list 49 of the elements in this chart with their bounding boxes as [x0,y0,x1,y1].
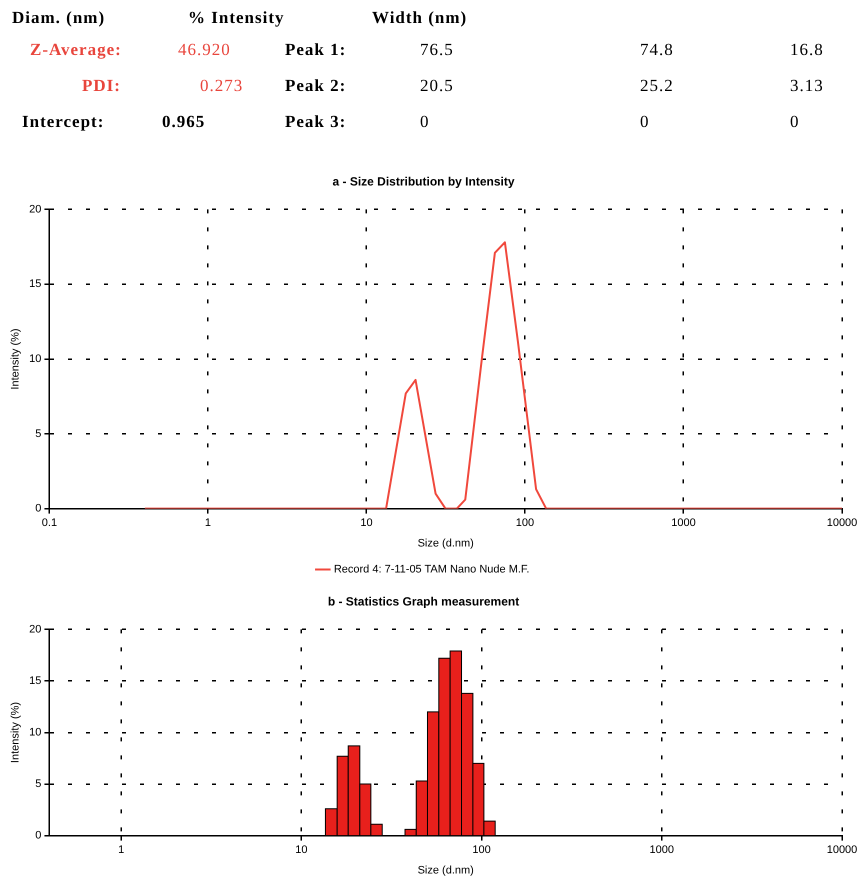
text: 25.2 [640,76,674,96]
y-tick-label: 0 [35,830,42,842]
y-tick-label: 20 [29,203,42,216]
x-tick-label: 100 [516,517,534,530]
x-axis-title: Size (d.nm) [418,537,474,550]
y-tick-label: 20 [29,623,42,636]
text: Intercept: [22,112,104,132]
y-axis-title: Intensity (%) [10,328,22,390]
chart-title: b - Statistics Graph measurement [328,594,520,609]
x-tick-label: 1000 [650,844,674,856]
y-tick-label: 15 [29,674,42,687]
text: Diam. (nm) [12,8,106,28]
text: 16.8 [790,40,824,60]
y-axis-title: Intensity (%) [10,702,22,764]
text: Peak 2: [285,76,346,96]
x-tick-label: 1000 [671,517,696,530]
x-tick-label: 10 [360,517,373,530]
x-tick-label: 10000 [826,844,858,856]
text: 0.273 [200,76,244,96]
x-tick-label: 100 [472,844,491,856]
y-tick-label: 5 [35,778,42,790]
y-tick-label: 15 [29,278,42,290]
text: PDI: [82,76,121,96]
x-tick-label: 0.1 [42,517,58,530]
text: Z-Average: [30,40,122,60]
text: Peak 1: [285,40,346,60]
x-axis-title: Size (d.nm) [418,864,474,876]
x-tick-label: 1 [204,517,212,530]
text: 3.13 [790,76,824,96]
y-tick-label: 0 [35,502,42,515]
text: 76.5 [420,40,454,60]
x-tick-label: 10 [295,844,308,856]
legend-label: Record 4: 7-11-05 TAM Nano Nude M.F. [334,564,530,576]
text: 0.965 [162,112,206,132]
x-tick-label: 1 [118,844,124,856]
chart-title: a - Size Distribution by Intensity [332,174,515,189]
text: 46.920 [178,40,231,60]
text: % Intensity [188,8,284,28]
text: 74.8 [640,40,674,60]
text: 0 [640,112,650,132]
text: 20.5 [420,76,454,96]
x-tick-label: 10000 [826,517,858,530]
y-tick-label: 5 [35,428,42,440]
y-tick-label: 10 [29,353,42,366]
text: Width (nm) [372,8,468,28]
text: 0 [790,112,800,132]
y-tick-label: 10 [29,726,42,739]
text: Peak 3: [285,112,346,132]
text: 0 [420,112,430,132]
